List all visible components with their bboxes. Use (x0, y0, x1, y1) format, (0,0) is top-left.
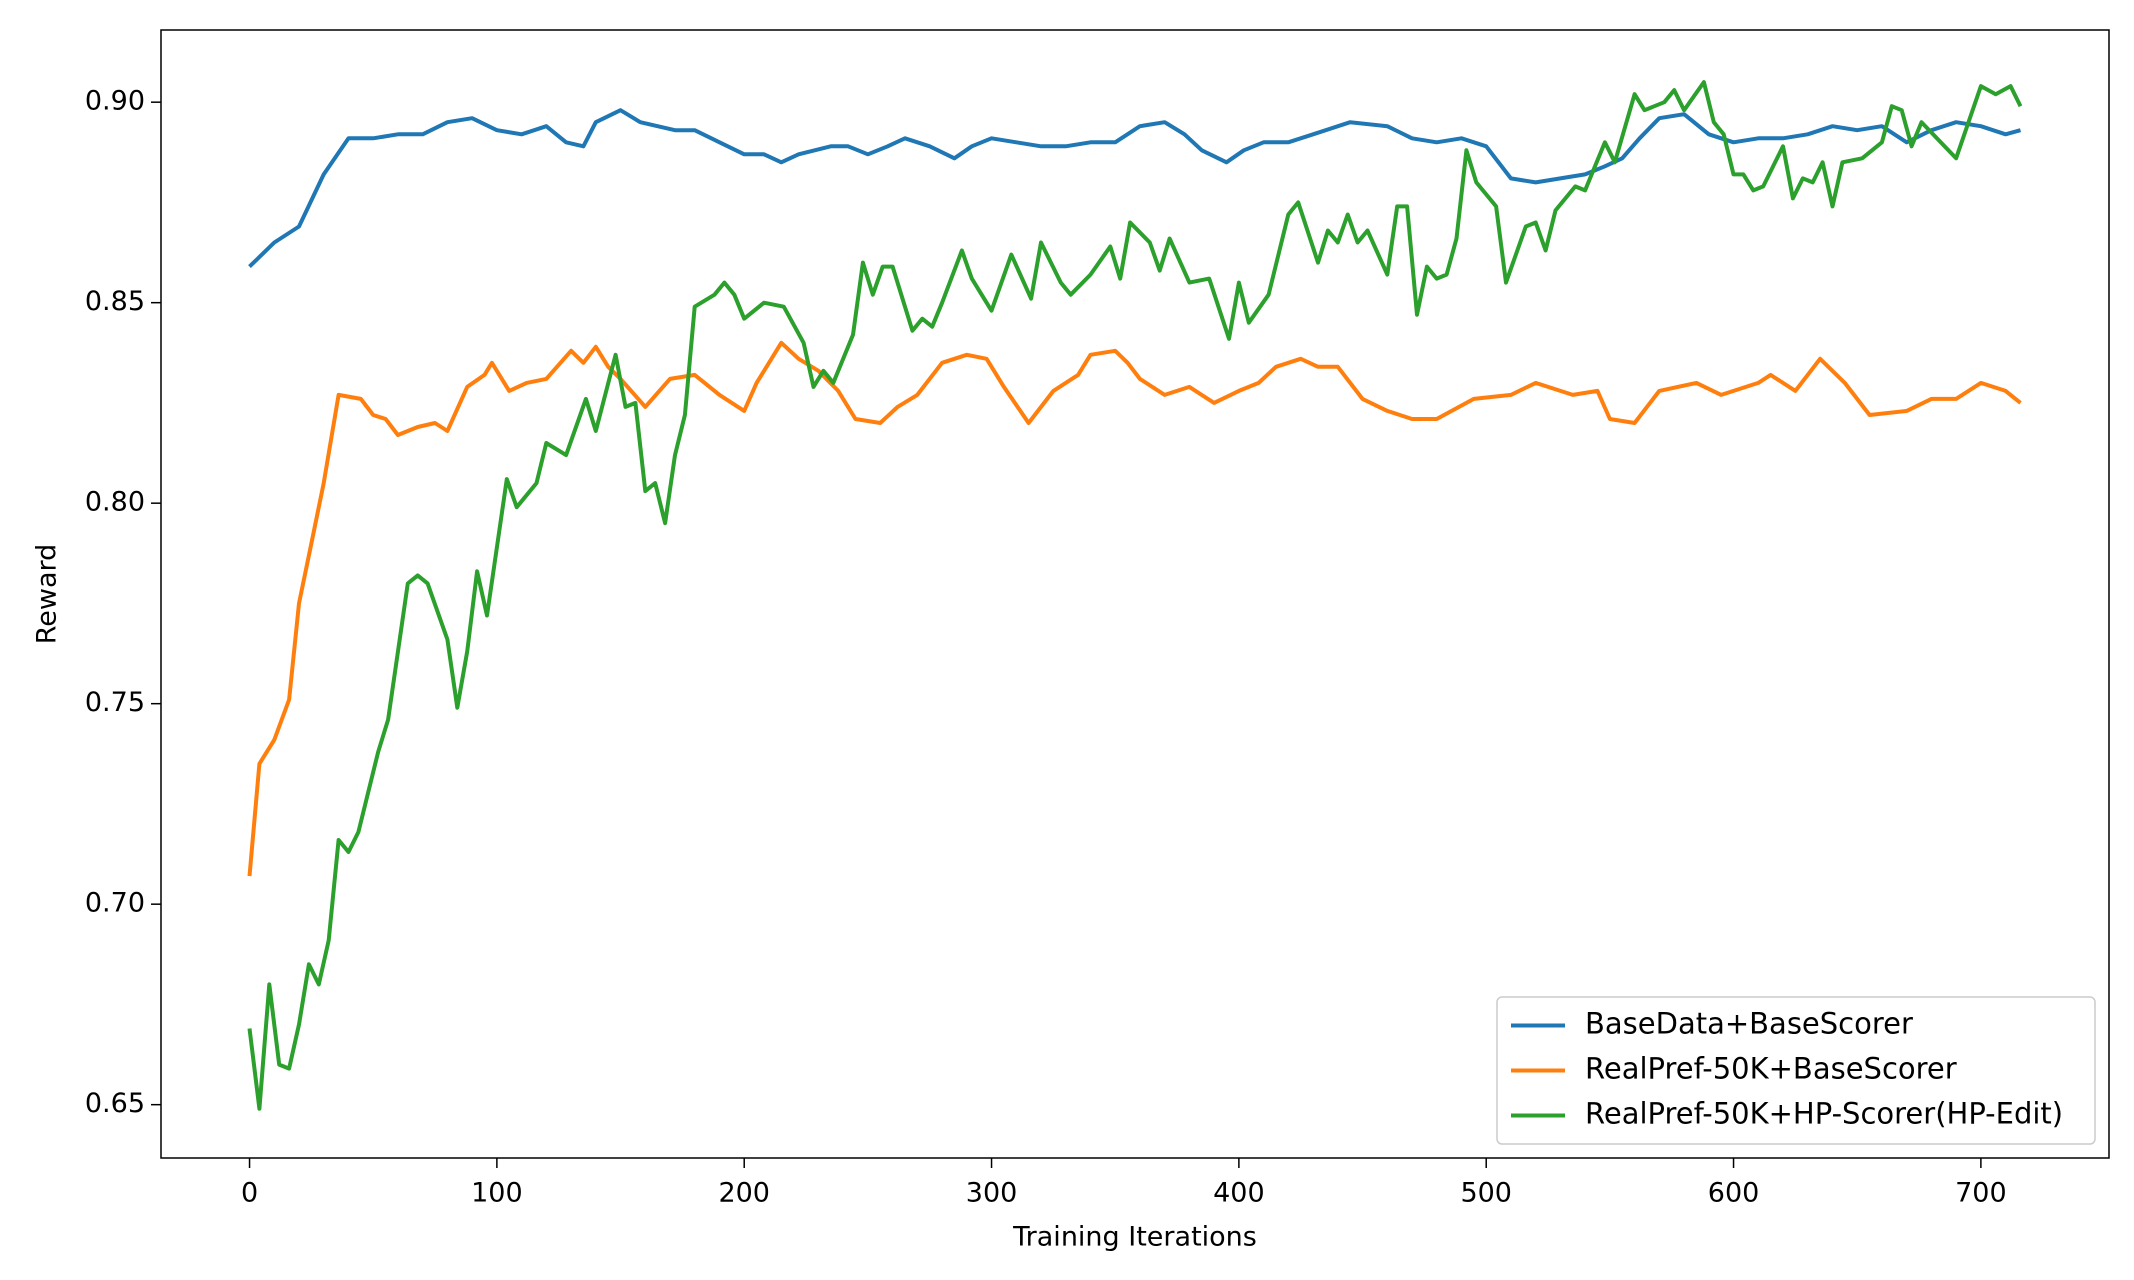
x-tick-label: 300 (966, 1178, 1018, 1209)
legend-label: RealPref-50K+HP-Scorer(HP-Edit) (1585, 1097, 2063, 1131)
legend-label: BaseData+BaseScorer (1585, 1007, 1913, 1041)
x-axis-label: Training Iterations (1012, 1222, 1257, 1253)
y-tick-label: 0.70 (85, 888, 145, 919)
series-line (248, 108, 2022, 269)
plot-frame (160, 29, 2110, 1159)
y-tick-label: 0.75 (85, 687, 145, 718)
legend-label: RealPref-50K+BaseScorer (1585, 1052, 1957, 1086)
y-tick-label: 0.80 (85, 487, 145, 518)
x-tick-label: 0 (241, 1178, 258, 1209)
x-tick-label: 700 (1955, 1178, 2007, 1209)
x-tick-label: 600 (1708, 1178, 1760, 1209)
y-tick-label: 0.85 (85, 286, 145, 317)
x-tick-label: 500 (1460, 1178, 1512, 1209)
y-axis-label: Reward (32, 544, 63, 645)
legend-box (1496, 996, 2096, 1145)
x-tick-label: 200 (718, 1178, 770, 1209)
series-line (247, 80, 2023, 1111)
y-tick-label: 0.65 (85, 1088, 145, 1119)
x-tick-label: 400 (1213, 1178, 1265, 1209)
y-tick-label: 0.90 (85, 86, 145, 117)
series-line (247, 340, 2022, 877)
x-tick-label: 100 (471, 1178, 523, 1209)
